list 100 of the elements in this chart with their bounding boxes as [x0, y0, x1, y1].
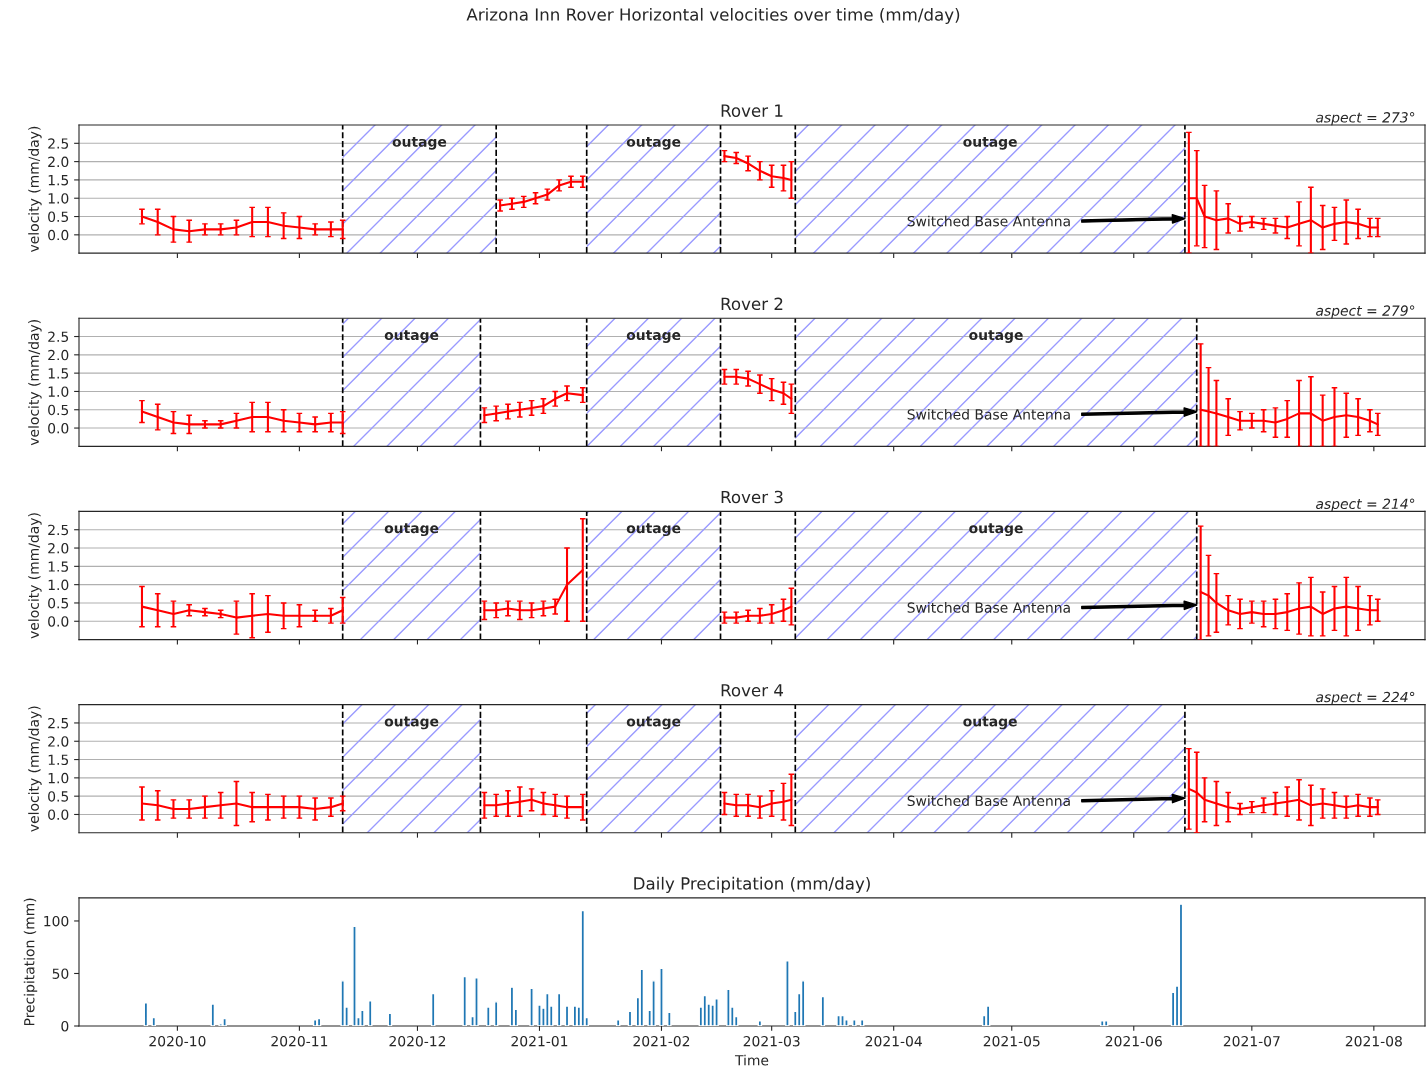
y-tick-label: 0.5 — [48, 791, 69, 802]
annotation: aspect = 214° — [1316, 498, 1415, 512]
band-label: outage — [384, 523, 439, 537]
bar — [493, 1001, 499, 1026]
y-tick-label: 2.0 — [48, 349, 69, 361]
y-axis-title: velocity (mm/day) — [28, 126, 42, 253]
annotation: aspect = 279° — [1316, 305, 1415, 319]
band-label: outage — [626, 716, 681, 730]
band-label: outage — [969, 523, 1023, 537]
y-tick-label: 2.0 — [48, 543, 69, 554]
bar — [462, 975, 467, 1026]
y-axis-title: Precipitation (mm) — [23, 898, 38, 1026]
x-tick-label: 2021-02 — [633, 1035, 690, 1047]
band-label: outage — [963, 136, 1017, 150]
bar — [859, 1019, 865, 1026]
bar — [840, 1014, 845, 1026]
y-tick-label: 1.5 — [48, 368, 69, 379]
chart-title: Rover 3 — [721, 490, 783, 504]
bar — [580, 909, 586, 1026]
y-tick-label: 0.0 — [48, 229, 69, 241]
x-axis-title: Time — [734, 1054, 769, 1066]
x-tick-label: 2021-03 — [743, 1035, 800, 1047]
y-tick-label: 2.0 — [48, 156, 69, 168]
annotation: Switched Base Antenna — [907, 795, 1070, 807]
y-axis-title: velocity (mm/day) — [28, 320, 42, 446]
bar — [651, 980, 656, 1026]
bar — [312, 1019, 318, 1026]
y-tick-label: 1.5 — [48, 754, 69, 766]
bar — [486, 1006, 491, 1026]
y-tick-label: 0.0 — [48, 809, 69, 820]
y-tick-label: 2.0 — [48, 736, 69, 747]
chart-title: Rover 1 — [721, 104, 783, 117]
bar — [340, 980, 345, 1026]
bar — [529, 987, 534, 1026]
y-tick-label: 0.5 — [48, 597, 69, 609]
bar — [222, 1017, 227, 1026]
bar — [360, 1009, 365, 1026]
bar — [143, 1002, 149, 1026]
band-label: outage — [969, 330, 1023, 343]
y-tick-label: 1.5 — [48, 561, 69, 572]
bar — [985, 1005, 991, 1026]
annotation: Switched Base Antenna — [907, 602, 1070, 613]
band-label: outage — [963, 716, 1017, 730]
y-tick-label: 2.5 — [48, 524, 69, 536]
bar — [474, 976, 479, 1026]
x-tick-label: 2020-10 — [149, 1035, 206, 1047]
band-label: outage — [626, 136, 681, 150]
bar — [564, 1005, 570, 1026]
bar — [667, 1011, 672, 1026]
y-tick-label: 2.5 — [48, 331, 69, 342]
bar — [785, 960, 790, 1026]
x-tick-label: 2020-11 — [271, 1035, 328, 1047]
bar — [615, 1019, 621, 1026]
x-tick-label: 2021-08 — [1345, 1035, 1402, 1047]
y-tick-label: 100 — [44, 915, 69, 927]
bar — [714, 997, 719, 1026]
x-tick-label: 2021-05 — [983, 1035, 1040, 1047]
bar — [757, 1020, 763, 1026]
band-label: outage — [384, 330, 439, 343]
annotation: Switched Base Antenna — [907, 408, 1070, 420]
x-tick-label: 2021-07 — [1223, 1035, 1280, 1047]
bar — [844, 1019, 849, 1026]
band-label: outage — [384, 716, 439, 730]
y-tick-label: 1.0 — [48, 386, 69, 397]
y-tick-label: 2.5 — [48, 138, 69, 149]
x-tick-label: 2020-12 — [389, 1035, 446, 1047]
y-tick-label: 1.0 — [48, 193, 69, 204]
bar — [509, 986, 515, 1026]
band-label: outage — [392, 136, 447, 150]
y-tick-label: 1.5 — [48, 175, 69, 186]
bar — [659, 967, 664, 1026]
bar — [836, 1014, 841, 1026]
y-tick-label: 50 — [52, 968, 69, 979]
y-tick-label: 0 — [61, 1020, 69, 1032]
y-axis-title: velocity (mm/day) — [28, 513, 42, 639]
bar — [1103, 1020, 1109, 1026]
bar — [537, 1004, 542, 1026]
bar — [852, 1019, 857, 1026]
text: Arizona Inn Rover Horizontal velocities over time (mm/day) — [466, 7, 960, 25]
chart-title: Rover 2 — [721, 297, 783, 311]
bar — [726, 988, 731, 1026]
bar — [572, 1005, 578, 1026]
y-tick-label: 2.5 — [48, 717, 69, 729]
x-tick-label: 2021-06 — [1105, 1035, 1162, 1047]
band-label: outage — [626, 330, 681, 343]
annotation: aspect = 224° — [1316, 691, 1415, 705]
chart-title: Daily Precipitation (mm/day) — [634, 876, 870, 893]
annotation: Switched Base Antenna — [907, 215, 1070, 227]
y-tick-label: 0.0 — [48, 423, 69, 434]
chart-title: Rover 4 — [721, 684, 784, 697]
x-tick-label: 2021-01 — [511, 1035, 568, 1047]
bar — [1100, 1020, 1105, 1026]
bar — [316, 1017, 322, 1026]
bar — [352, 925, 357, 1026]
band-label: outage — [626, 523, 681, 537]
y-tick-label: 0.5 — [48, 404, 69, 416]
bar — [151, 1016, 157, 1026]
bar — [367, 1000, 373, 1026]
bar — [545, 992, 550, 1026]
y-tick-label: 1.0 — [48, 772, 69, 784]
